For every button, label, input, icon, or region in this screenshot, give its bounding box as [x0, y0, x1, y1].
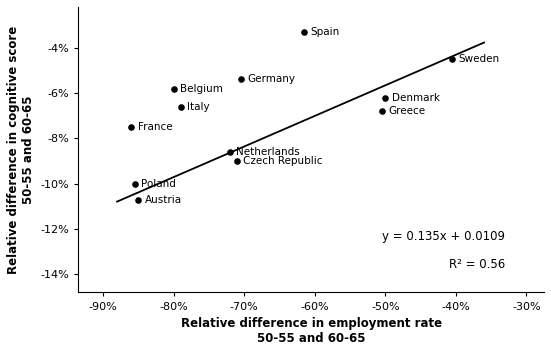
Point: [134, 197, 143, 202]
Text: Austria: Austria: [144, 195, 182, 205]
Y-axis label: Relative difference in cognitive score
50-55 and 60-65: Relative difference in cognitive score 5…: [7, 26, 35, 274]
Point: [236, 77, 245, 82]
Point: [176, 104, 185, 109]
Text: France: France: [138, 122, 172, 132]
Point: [300, 29, 309, 35]
Point: [448, 56, 457, 62]
Text: Netherlands: Netherlands: [236, 147, 300, 157]
Text: Greece: Greece: [388, 106, 425, 116]
Text: y = 0.135x + 0.0109: y = 0.135x + 0.0109: [382, 230, 505, 243]
Point: [225, 149, 234, 155]
Text: Belgium: Belgium: [180, 83, 223, 94]
Text: Sweden: Sweden: [458, 54, 500, 64]
Point: [131, 181, 139, 187]
Text: Czech Republic: Czech Republic: [244, 156, 323, 166]
X-axis label: Relative difference in employment rate
50-55 and 60-65: Relative difference in employment rate 5…: [181, 317, 442, 345]
Text: Italy: Italy: [187, 102, 209, 112]
Point: [377, 108, 386, 114]
Point: [381, 95, 390, 100]
Text: Spain: Spain: [310, 27, 340, 37]
Point: [169, 86, 178, 91]
Point: [127, 124, 136, 130]
Text: Denmark: Denmark: [392, 93, 440, 102]
Point: [233, 158, 241, 164]
Text: Poland: Poland: [141, 179, 176, 189]
Text: Germany: Germany: [247, 75, 295, 84]
Text: R² = 0.56: R² = 0.56: [449, 258, 505, 271]
